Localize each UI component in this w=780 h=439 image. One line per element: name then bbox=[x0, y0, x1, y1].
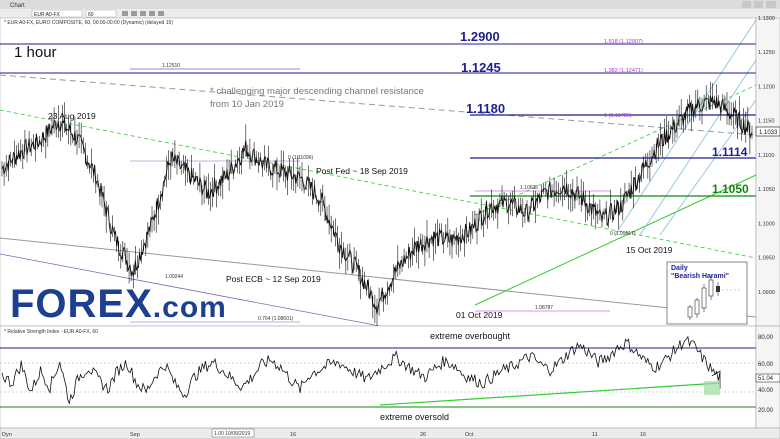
rsi-header: * Relative Strength Index - EUR A0-FX, 6… bbox=[4, 329, 98, 335]
fib-label-1-12510: 1.12510 bbox=[162, 63, 180, 69]
price-axis-ticks: 1.1300 1.1250 1.1200 1.1150 1.1100 1.1050 1.10… bbox=[758, 16, 775, 296]
fib-label-1-11096: 0 (1.11096) bbox=[288, 155, 314, 161]
rsi-last-marker bbox=[755, 373, 780, 383]
fib-label-1-09917: 0 (1.09917) bbox=[610, 231, 636, 237]
price-tick-label: 1.1150 bbox=[758, 119, 774, 125]
event-label-15-oct: 15 Oct 2019 bbox=[626, 245, 673, 255]
zoom-out-icon[interactable] bbox=[131, 11, 137, 16]
rsi-highlight-box bbox=[704, 381, 720, 395]
price-candles bbox=[1, 81, 753, 330]
time-label-oct: Oct bbox=[465, 432, 474, 438]
time-cursor-label: 1.00 10/09/2019 bbox=[214, 431, 250, 437]
rsi-tick-40: 40.00 bbox=[758, 388, 774, 394]
level-label-1-2900: 1.2900 bbox=[460, 29, 500, 44]
levels bbox=[0, 43, 756, 323]
price-panel bbox=[0, 17, 757, 327]
event-label-post-fed: Post Fed ~ 18 Sep 2019 bbox=[316, 166, 408, 176]
rsi-tick-80: 80.00 bbox=[758, 335, 774, 341]
level-label-1-1180: 1.1180 bbox=[466, 101, 505, 116]
time-axis-left: Dyn bbox=[2, 432, 12, 438]
fib-label-1-08787: 1.08787 bbox=[535, 305, 553, 311]
crosshair-icon[interactable] bbox=[140, 11, 146, 16]
price-tick-label: 1.1000 bbox=[758, 221, 775, 227]
logo-text: FOREX bbox=[10, 282, 153, 326]
last-price-label: 1.1033 bbox=[759, 130, 778, 136]
draw-icon[interactable] bbox=[149, 11, 155, 16]
time-label-26: 26 bbox=[420, 432, 426, 438]
level-label-1-1050: 1.1050 bbox=[712, 182, 749, 196]
event-label-01-oct: 01 Oct 2019 bbox=[456, 310, 503, 320]
price-tick-label: 1.1250 bbox=[758, 50, 775, 56]
daily-inset: Daily "Bearish Harami" bbox=[666, 261, 748, 325]
price-tick-label: 1.1300 bbox=[758, 16, 775, 22]
rsi-overbought-label: extreme overbought bbox=[430, 331, 511, 341]
fib-label-1-382: 1.382 (1.12471) bbox=[604, 68, 643, 74]
symbol-input[interactable] bbox=[31, 9, 83, 18]
rsi-series bbox=[1, 335, 721, 405]
inset-subtitle: "Bearish Harami" bbox=[671, 273, 729, 280]
toolbar-icons bbox=[122, 11, 164, 16]
timeframe-label: 1 hour bbox=[14, 44, 57, 61]
channel-annotation: * challenging major descending channel r… bbox=[210, 86, 427, 110]
toolbar bbox=[0, 9, 780, 18]
price-tick-label: 1.1200 bbox=[758, 84, 775, 90]
logo-suffix: .com bbox=[152, 291, 227, 324]
price-panel-header: * EUR A0-FX, EURO COMPOSITE, 60, 00:00-0… bbox=[4, 20, 173, 26]
rsi-tick-last: 51.04 bbox=[758, 376, 774, 382]
time-label-16: 16 bbox=[290, 432, 296, 438]
window-close-icon[interactable] bbox=[766, 1, 776, 8]
event-label-post-ecb: Post ECB ~ 12 Sep 2019 bbox=[226, 274, 321, 284]
time-label-11: 11 bbox=[592, 432, 598, 438]
time-label-sep: Sep bbox=[130, 432, 140, 438]
interval-input-value: 60 bbox=[88, 12, 94, 18]
symbol-input-value: EUR A0-FX bbox=[34, 12, 61, 18]
fib-label-1-10635: 1.10635 bbox=[520, 185, 538, 191]
time-axis bbox=[0, 427, 780, 439]
trend-lines bbox=[0, 19, 757, 327]
inset-title: Daily bbox=[671, 265, 688, 272]
level-label-1-1245: 1.1245 bbox=[461, 60, 501, 75]
price-tick-label: 1.0950 bbox=[758, 256, 775, 262]
time-cursor-box bbox=[211, 428, 255, 438]
title-bar bbox=[0, 0, 780, 9]
level-label-1-1114: 1.1114 bbox=[712, 145, 748, 159]
rsi-support-trendline bbox=[379, 382, 721, 406]
tab-chart[interactable]: Chart bbox=[10, 3, 25, 9]
forex-logo: FOREX.com bbox=[10, 284, 227, 328]
fib-label-1-08601: 0.764 (1.08601) bbox=[258, 316, 294, 322]
settings-icon[interactable] bbox=[158, 11, 164, 16]
rsi-tick-60: 60.00 bbox=[758, 362, 774, 368]
rsi-tick-20: 20.00 bbox=[758, 408, 774, 414]
interval-input[interactable] bbox=[85, 9, 117, 18]
fib-label-1-09244: 1.09244 bbox=[165, 274, 183, 280]
zoom-in-icon[interactable] bbox=[122, 11, 128, 16]
time-label-16b: 16 bbox=[640, 432, 646, 438]
fib-label-1: 1 (1.11785) bbox=[604, 113, 632, 119]
last-price-marker bbox=[755, 126, 780, 137]
price-axis bbox=[755, 17, 780, 327]
window-controls bbox=[742, 1, 776, 8]
event-label-23-aug: 23 Aug 2019 bbox=[48, 111, 96, 121]
window-minimize-icon[interactable] bbox=[742, 1, 751, 8]
fib-label-1-618: 1.618 (1.12907) bbox=[604, 39, 643, 45]
price-tick-label: 1.1100 bbox=[758, 153, 774, 159]
rsi-panel bbox=[0, 325, 757, 429]
price-tick-label: 1.0900 bbox=[758, 290, 775, 296]
rsi-oversold-label: extreme oversold bbox=[380, 412, 449, 422]
window-maximize-icon[interactable] bbox=[754, 1, 763, 8]
price-tick-label: 1.1050 bbox=[758, 187, 775, 193]
